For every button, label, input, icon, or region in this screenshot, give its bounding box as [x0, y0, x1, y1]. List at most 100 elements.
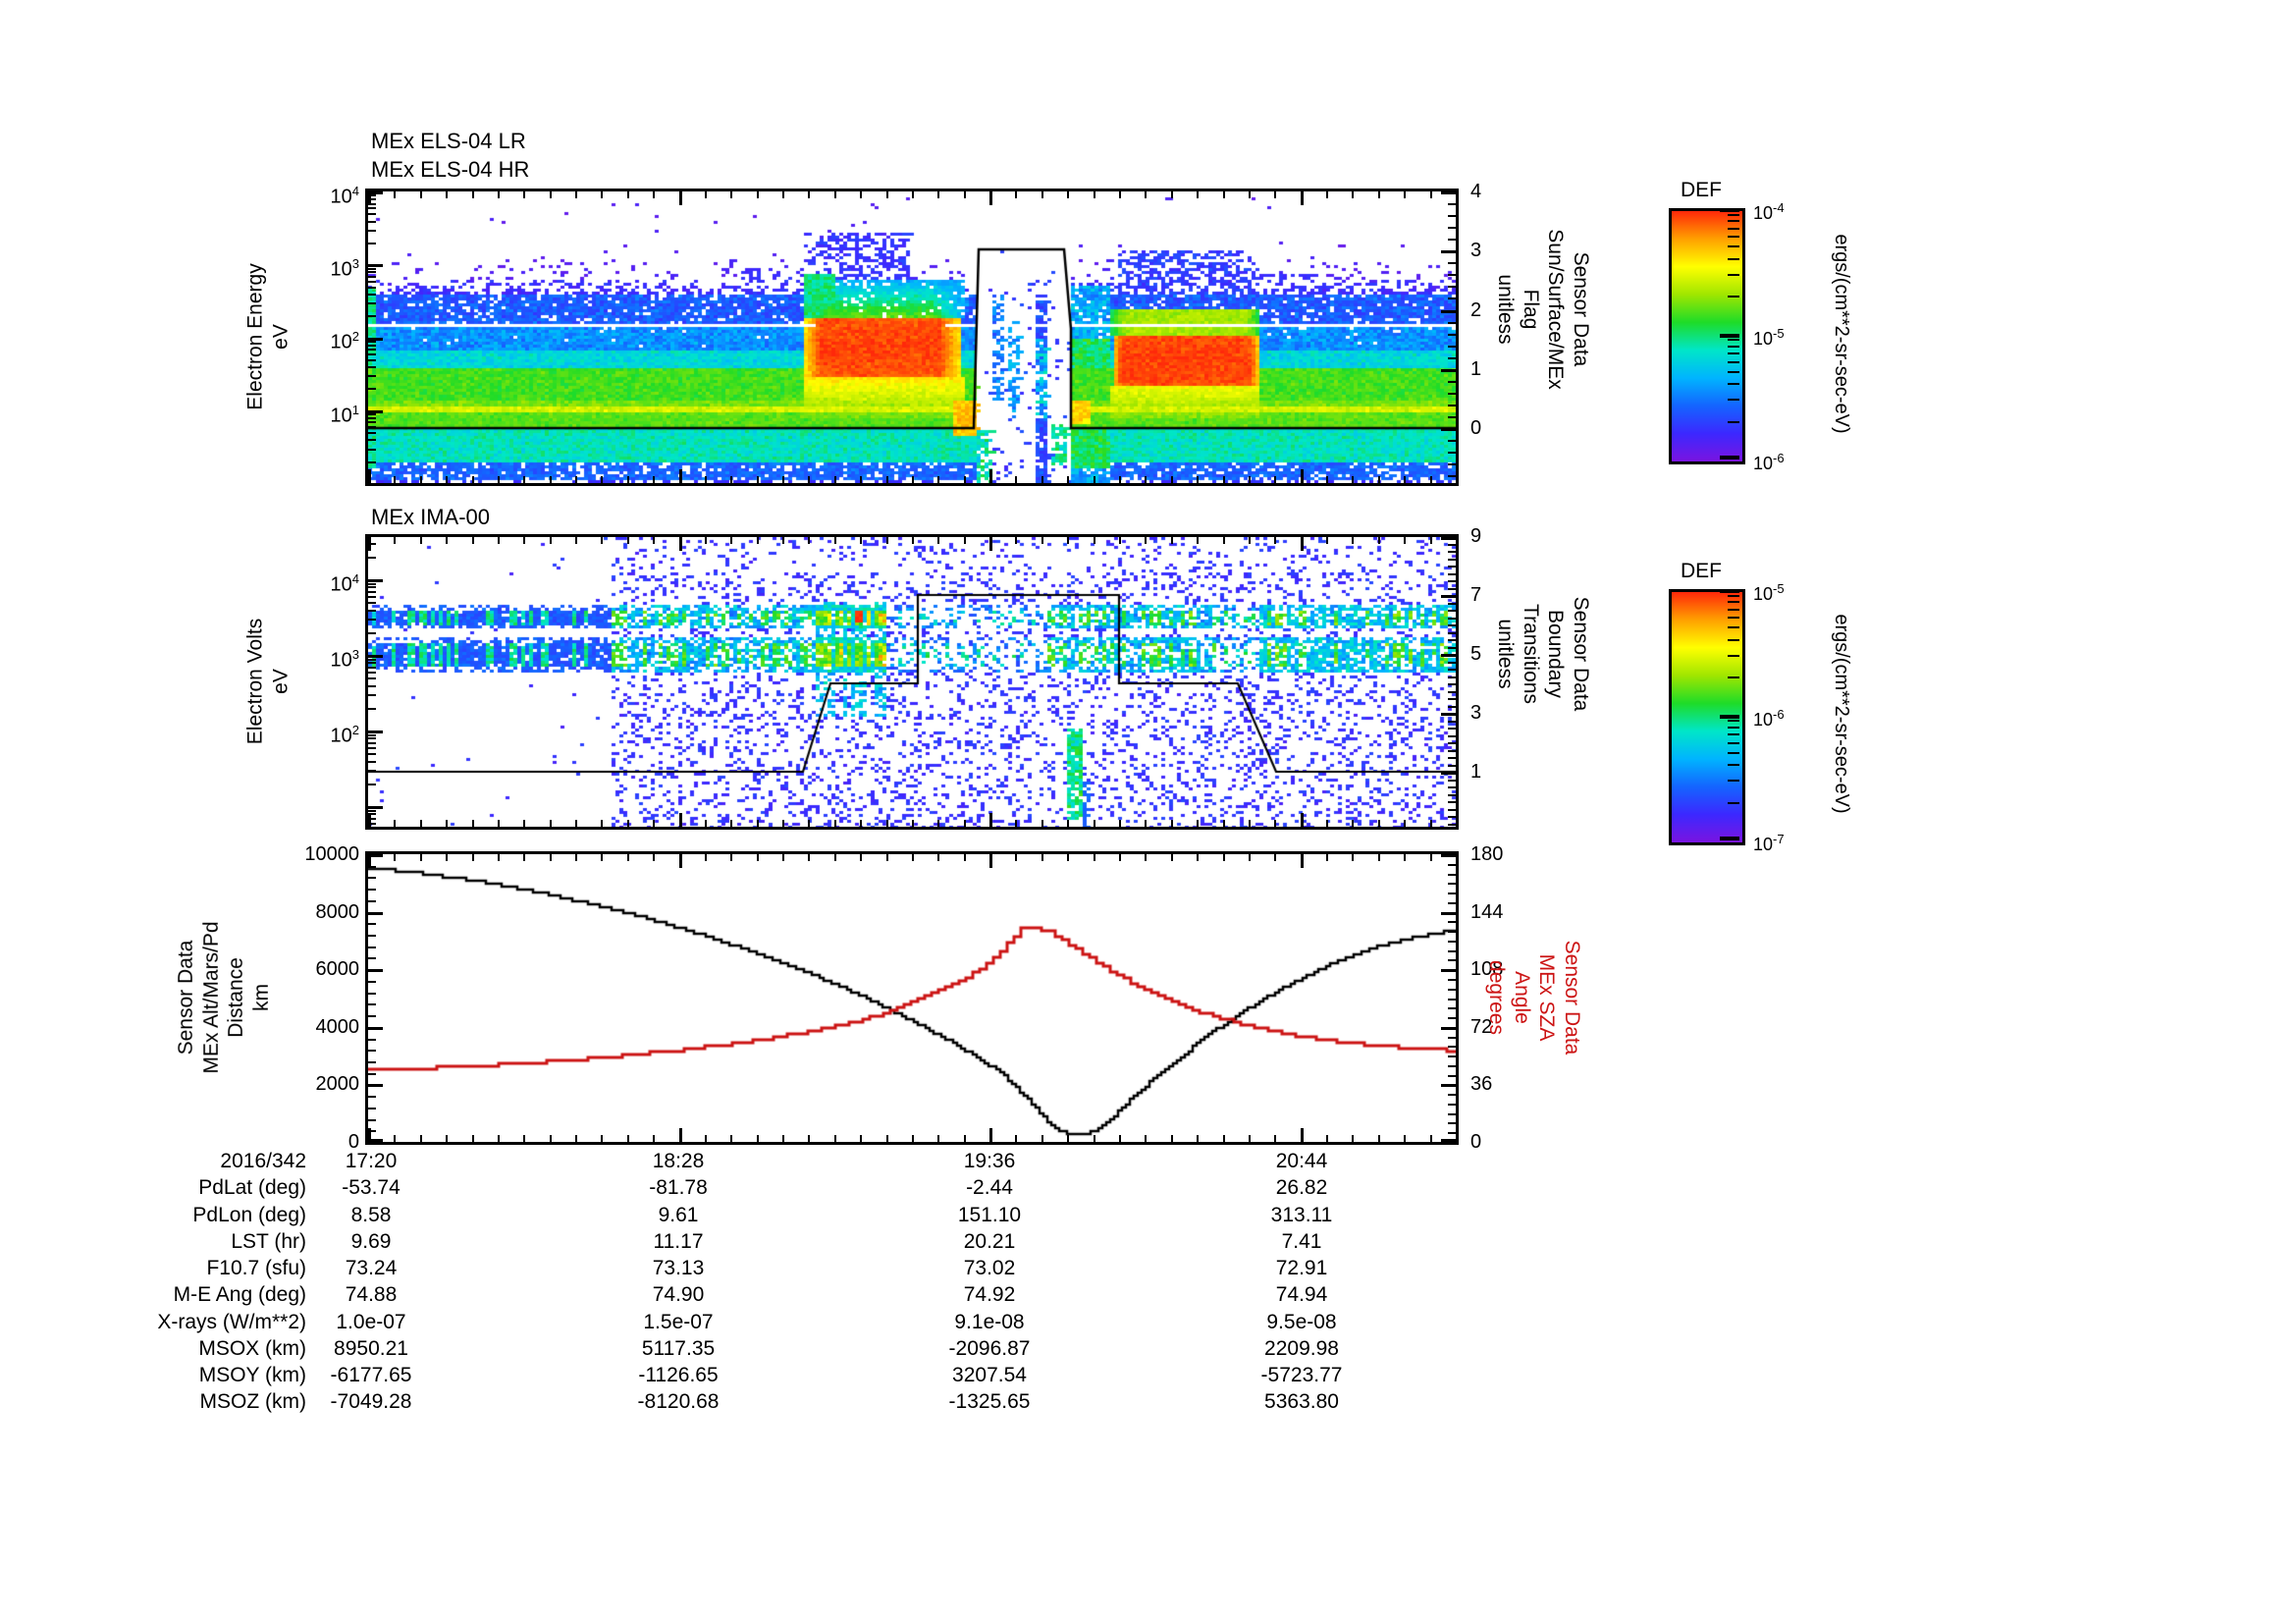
ima-x-minor-tick: [911, 820, 914, 827]
orbit-left-minor-tick: [368, 923, 376, 926]
ima-right-minor-tick: [1448, 793, 1456, 796]
orbit-x-minor-tick: [471, 1135, 474, 1142]
els-x-minor-tick: [1067, 476, 1070, 483]
table-cell: 11.17: [653, 1229, 704, 1253]
table-row-label: X-rays (W/m**2): [157, 1310, 306, 1333]
ima-y-minor-tick: [368, 737, 376, 740]
ima-x-minor-tick: [1404, 820, 1407, 827]
ima-y-minor-tick: [368, 631, 376, 634]
els-x-minor-tick: [1145, 476, 1148, 483]
ima-x-minor-tick: [471, 537, 474, 544]
ima-title: MEx IMA-00: [371, 505, 491, 529]
els-x-minor-tick: [419, 476, 422, 483]
els-right-minor-tick: [1448, 227, 1456, 230]
table-cell: 20.21: [963, 1229, 1016, 1253]
ima-y-major-tick: [368, 806, 383, 809]
els-x-minor-tick: [1377, 476, 1380, 483]
orbit-x-minor-tick: [730, 1135, 733, 1142]
colorbar-minor-tick: [1728, 751, 1739, 754]
orbit-x-minor-tick: [626, 1135, 629, 1142]
ima-y-minor-tick: [368, 543, 376, 546]
els-right-major-tick: [1441, 309, 1456, 313]
ima-x-minor-tick: [1429, 820, 1432, 827]
ima-y-minor-tick: [368, 677, 376, 680]
els-x-minor-tick: [523, 191, 526, 198]
ima-right-minor-tick: [1448, 646, 1456, 649]
ima-x-minor-tick: [730, 537, 733, 544]
els-right-minor-tick: [1448, 321, 1456, 324]
table-cell: 151.10: [957, 1203, 1022, 1226]
ima-x-minor-tick: [575, 820, 578, 827]
orbit-ytick-label: 0: [347, 1131, 359, 1153]
ima-x-minor-tick: [937, 537, 940, 544]
els-x-minor-tick: [653, 191, 656, 198]
ima-right-minor-tick: [1448, 631, 1456, 634]
ima-x-minor-tick: [963, 537, 966, 544]
orbit-right-minor-tick: [1448, 873, 1456, 876]
els-x-minor-tick: [1067, 191, 1070, 198]
els-right-minor-tick: [1448, 333, 1456, 336]
els-y-minor-tick: [368, 460, 376, 463]
ima-right-major-tick: [1441, 654, 1456, 657]
colorbar-minor-tick: [1728, 601, 1739, 604]
ima-y-minor-tick: [368, 694, 376, 697]
table-row-label: MSOY (km): [198, 1364, 306, 1386]
ima-x-minor-tick: [1197, 537, 1200, 544]
orbit-left-minor-tick: [368, 935, 376, 938]
ima-right-minor-tick: [1448, 808, 1456, 811]
orbit-x-minor-tick: [653, 1135, 656, 1142]
els-x-major-tick: [368, 191, 371, 205]
ima-y-minor-tick: [368, 733, 376, 736]
colorbar-minor-tick: [1728, 654, 1739, 657]
orbit-x-minor-tick: [1145, 854, 1148, 861]
els-x-minor-tick: [1222, 476, 1225, 483]
table-cell: 9.5e-08: [1266, 1310, 1337, 1333]
orbit-right-tick-label: 144: [1470, 900, 1504, 923]
ima-right-tick-label: 3: [1470, 702, 1482, 724]
colorbar-tick-label: 10-5: [1753, 581, 1785, 604]
table-cell: 20:44: [1275, 1150, 1328, 1172]
ima-x-major-tick: [678, 537, 682, 551]
table-cell: 313.11: [1270, 1203, 1333, 1226]
ima-right-major-tick: [1441, 772, 1456, 775]
table-cell: 18:28: [652, 1150, 705, 1172]
els-x-minor-tick: [885, 476, 888, 483]
orbit-x-minor-tick: [937, 1135, 940, 1142]
orbit-ylabel: Sensor Data MEx Alt/Mars/Pd Distance km: [174, 921, 273, 1074]
table-cell: 9.1e-08: [954, 1310, 1025, 1333]
table-cell: -81.78: [649, 1176, 708, 1200]
ima-x-minor-tick: [1041, 537, 1043, 544]
els-x-minor-tick: [1404, 191, 1407, 198]
els-right-major-tick: [1441, 250, 1456, 254]
colorbar-minor-tick: [1728, 617, 1739, 620]
table-cell: -7049.28: [330, 1390, 412, 1414]
orbit-x-minor-tick: [937, 854, 940, 861]
orbit-left-major-tick: [368, 911, 383, 915]
ima-right-minor-tick: [1448, 749, 1456, 752]
table-cell: 8950.21: [334, 1336, 408, 1360]
els-x-minor-tick: [808, 476, 811, 483]
ima-x-minor-tick: [833, 537, 836, 544]
ima-x-minor-tick: [446, 537, 449, 544]
orbit-right-minor-tick: [1448, 1094, 1456, 1097]
ima-y-minor-tick: [368, 602, 376, 605]
orbit-x-minor-tick: [1015, 1135, 1018, 1142]
els-right-minor-tick: [1448, 345, 1456, 348]
els-right-tick-label: 0: [1470, 417, 1482, 439]
ima-y-minor-tick: [368, 813, 376, 816]
colorbar-minor-tick: [1728, 399, 1739, 402]
ima-y-minor-tick: [368, 760, 376, 763]
els-x-minor-tick: [471, 476, 474, 483]
els-x-minor-tick: [1119, 476, 1121, 483]
ima-x-minor-tick: [1326, 537, 1329, 544]
colorbar-minor-tick: [1728, 296, 1739, 298]
els-y-minor-tick: [368, 448, 376, 451]
orbit-right-major-tick: [1441, 854, 1456, 857]
table-row-label: M-E Ang (deg): [173, 1283, 306, 1307]
ima-y-minor-tick: [368, 590, 376, 593]
orbit-x-minor-tick: [523, 854, 526, 861]
els-x-minor-tick: [1326, 476, 1329, 483]
els-right-minor-tick: [1448, 298, 1456, 300]
ima-x-minor-tick: [1248, 820, 1251, 827]
els-y-minor-tick: [368, 229, 376, 232]
